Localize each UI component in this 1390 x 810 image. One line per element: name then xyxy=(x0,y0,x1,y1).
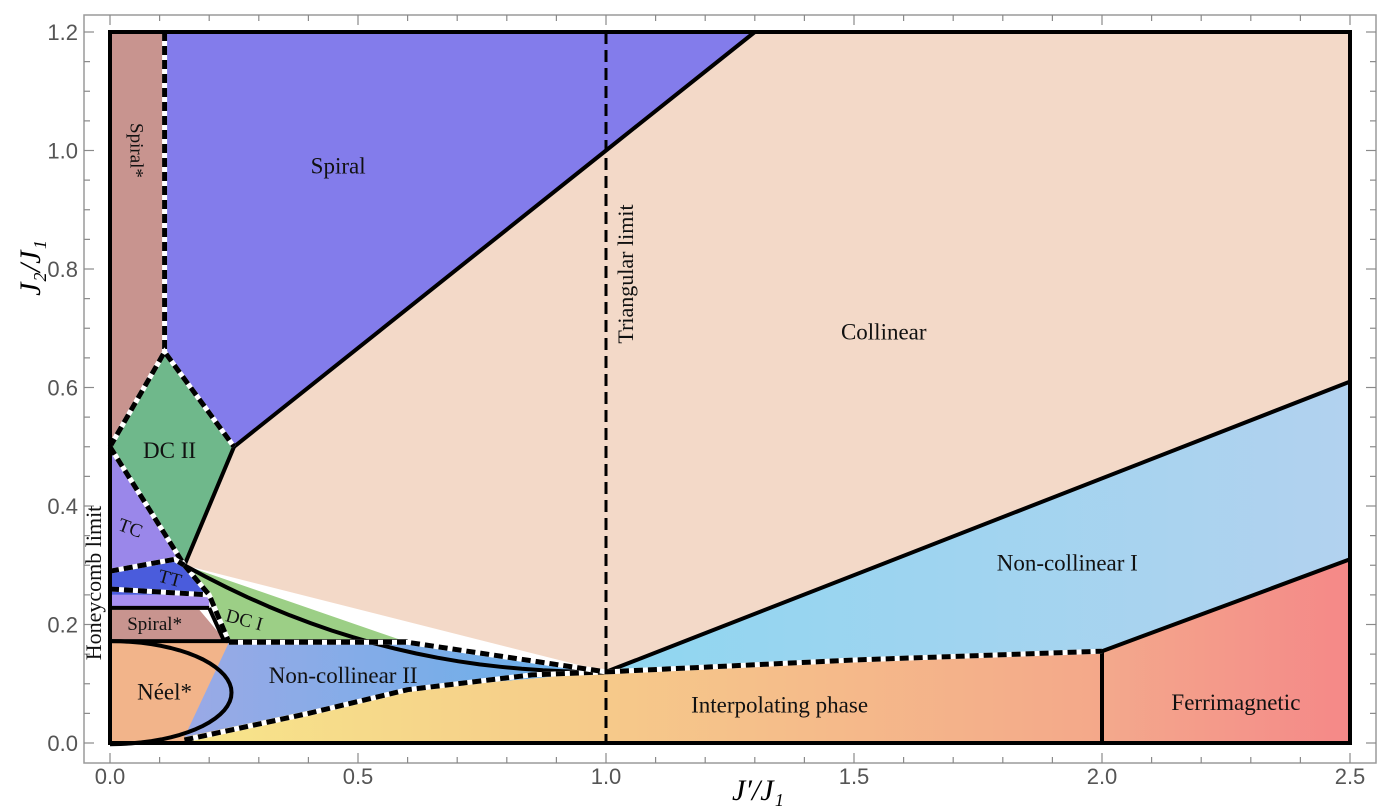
y-tick-label: 0.4 xyxy=(47,494,78,519)
honeycomb-limit-label: Honeycomb limit xyxy=(81,506,106,661)
axis-ticks xyxy=(84,15,1376,763)
x-tick-label: 1.0 xyxy=(591,764,622,789)
x-tick-label: 1.5 xyxy=(839,764,870,789)
axis-tick-labels: 0.0 0.5 1.0 1.5 2.0 2.5 0.0 0.2 0.4 0.6 0.8 1.0 1.2 xyxy=(47,20,1365,789)
region-label-spiral: Spiral xyxy=(311,154,366,179)
y-tick-label: 1.2 xyxy=(47,20,78,45)
region-label-collinear: Collinear xyxy=(841,319,927,344)
region-collinear-2 xyxy=(184,32,1350,672)
region-label-dc-ii: DC II xyxy=(143,438,196,463)
y-axis-title: J₂/J₁ xyxy=(14,240,47,296)
nc1-ferri-boundary xyxy=(1101,557,1351,654)
region-label-n-el: Néel* xyxy=(137,680,192,705)
nc2-interp-boundary xyxy=(183,669,607,743)
region-interpolating-phase-11 xyxy=(184,651,1102,743)
y-tick-label: 0.8 xyxy=(47,257,78,282)
tc-tt-boundary xyxy=(109,556,186,574)
region-spiral-1 xyxy=(164,32,755,447)
plot-border xyxy=(108,30,1352,745)
triangular-limit-label: Triangular limit xyxy=(613,204,638,343)
region-dc-i-8 xyxy=(184,565,408,643)
dc2-top-boundary xyxy=(107,347,237,449)
dc1-nc2-boundary xyxy=(229,639,607,675)
collinear-nc1-boundary xyxy=(605,379,1351,674)
region-label-spiral: Spiral* xyxy=(125,123,146,178)
dc1-left-boundary xyxy=(182,563,232,644)
region-label-non-collinear-i: Non-collinear I xyxy=(997,551,1138,576)
x-tick-label: 2.0 xyxy=(1087,764,1118,789)
tt-bottom-boundary xyxy=(109,586,210,598)
interp-nc1-boundary xyxy=(605,648,1103,675)
region-ferrimagnetic-13 xyxy=(1102,559,1350,743)
region-label-interpolating-phase: Interpolating phase xyxy=(691,693,868,718)
region-label-spiral: Spiral* xyxy=(127,614,182,635)
y-tick-label: 0.6 xyxy=(47,376,78,401)
spiral-small-right xyxy=(207,607,226,642)
plot-frame xyxy=(83,14,1377,764)
dc2-tc-boundary xyxy=(107,445,187,567)
collinear-lower-boundary xyxy=(183,563,585,674)
phase-regions xyxy=(110,32,1350,743)
region-spiral-0 xyxy=(110,32,165,447)
y-tick-label: 0.2 xyxy=(47,613,78,638)
y-tick-label: 0.0 xyxy=(47,731,78,756)
x-tick-label: 0.0 xyxy=(95,764,126,789)
neel-arc-boundary xyxy=(109,639,234,747)
phase-boundaries xyxy=(107,30,1352,747)
region-label-non-collinear-ii: Non-collinear II xyxy=(269,663,418,688)
y-tick-label: 1.0 xyxy=(47,139,78,164)
region-unlabeled-6 xyxy=(110,594,210,607)
x-tick-label: 0.5 xyxy=(343,764,374,789)
region-spiral-7 xyxy=(110,609,225,640)
region-label-ferrimagnetic: Ferrimagnetic xyxy=(1171,690,1300,715)
x-axis-title: J′/J₁ xyxy=(732,774,784,807)
dc2-collinear-boundary xyxy=(182,446,236,567)
x-tick-label: 2.5 xyxy=(1335,764,1366,789)
